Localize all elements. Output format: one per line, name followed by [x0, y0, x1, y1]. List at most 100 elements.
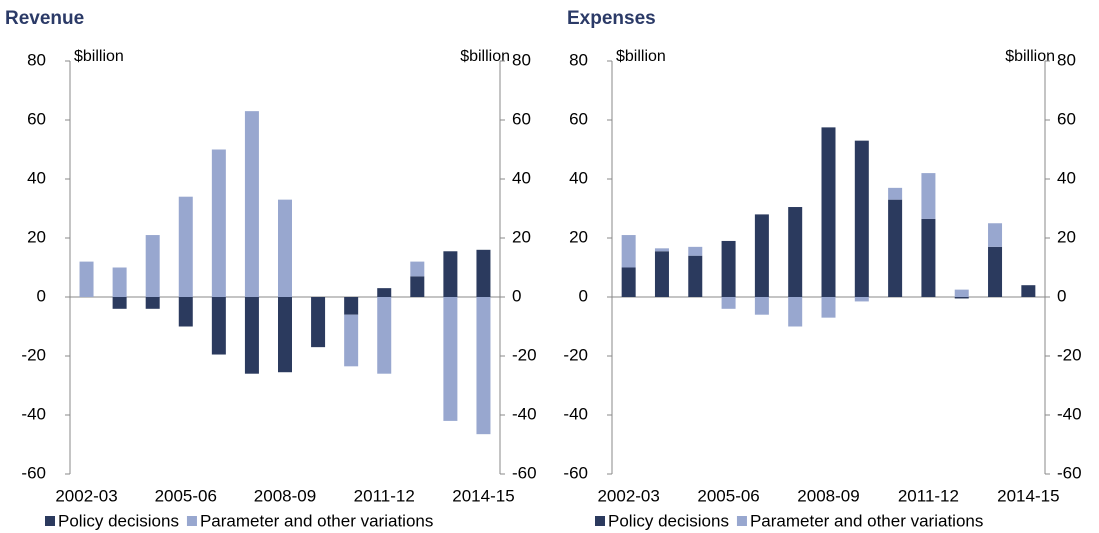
x-tick-label: 2008-09 — [797, 486, 859, 505]
y-tick-label: -60 — [563, 463, 588, 482]
bar — [888, 187, 903, 200]
y2-tick-label: 40 — [512, 168, 531, 187]
bar — [278, 199, 292, 297]
bar — [178, 196, 193, 297]
bar — [721, 240, 736, 297]
legend-label: Parameter and other variations — [750, 511, 983, 530]
bar — [244, 297, 259, 374]
bar — [311, 297, 326, 348]
y-tick-label: 20 — [27, 227, 46, 246]
bar — [954, 297, 969, 299]
bar — [621, 267, 636, 297]
bar — [443, 251, 458, 297]
y2-axis-label: $billion — [1005, 48, 1055, 65]
y2-tick-label: 40 — [1057, 168, 1076, 187]
legend-label: Policy decisions — [608, 511, 729, 530]
y-tick-label: 60 — [569, 109, 588, 128]
bar — [821, 297, 836, 318]
bar — [410, 276, 425, 297]
y-tick-label: 0 — [37, 286, 46, 305]
bar — [854, 140, 869, 297]
legend-label: Policy decisions — [58, 511, 179, 530]
bar — [988, 246, 1003, 297]
bar — [344, 297, 359, 315]
y-axis-label: $billion — [616, 48, 666, 65]
legend-swatch — [45, 516, 55, 526]
y2-tick-label: 0 — [1057, 286, 1066, 305]
bar — [788, 297, 803, 327]
bar — [954, 289, 969, 297]
y-tick-label: -40 — [21, 404, 46, 423]
y-tick-label: 0 — [579, 286, 588, 305]
x-tick-label: 2005-06 — [155, 486, 217, 505]
bar — [278, 297, 292, 373]
bar — [854, 297, 869, 302]
bar — [443, 297, 458, 421]
bar — [344, 314, 359, 367]
bar — [145, 297, 160, 309]
y2-tick-label: 60 — [512, 109, 531, 128]
bar — [921, 218, 936, 297]
y-tick-label: 60 — [27, 109, 46, 128]
y2-tick-label: 80 — [512, 50, 531, 69]
y-tick-label: 40 — [569, 168, 588, 187]
y2-axis-label: $billion — [460, 48, 510, 65]
y2-tick-label: 60 — [1057, 109, 1076, 128]
bar — [79, 261, 94, 297]
bar — [721, 297, 736, 309]
chart-title: Expenses — [567, 8, 656, 29]
x-tick-label: 2002-03 — [55, 486, 117, 505]
bar — [476, 249, 491, 297]
y2-tick-label: -60 — [512, 463, 537, 482]
y-tick-label: 80 — [27, 50, 46, 69]
legend-swatch — [186, 516, 197, 526]
y-tick-label: -40 — [563, 404, 588, 423]
y2-tick-label: 20 — [1057, 227, 1076, 246]
bar — [112, 297, 127, 309]
legend-swatch — [736, 516, 747, 526]
y-tick-label: -60 — [21, 463, 46, 482]
y-tick-label: -20 — [21, 345, 46, 364]
bar — [377, 297, 392, 374]
x-tick-label: 2014-15 — [997, 486, 1059, 505]
bar — [688, 246, 703, 256]
y-tick-label: -20 — [563, 345, 588, 364]
bar — [988, 223, 1003, 247]
y2-tick-label: -20 — [512, 345, 537, 364]
bar — [821, 127, 836, 297]
bar — [112, 267, 127, 297]
legend-swatch — [595, 516, 605, 526]
y2-tick-label: -40 — [1057, 404, 1082, 423]
x-tick-label: 2011-12 — [898, 486, 959, 505]
chart-title: Revenue — [5, 8, 84, 29]
bar — [621, 235, 636, 268]
bar — [654, 248, 669, 252]
bar — [688, 255, 703, 297]
y-tick-label: 80 — [569, 50, 588, 69]
bar — [410, 261, 425, 277]
y-tick-label: 40 — [27, 168, 46, 187]
x-tick-label: 2014-15 — [452, 486, 514, 505]
y2-tick-label: 0 — [512, 286, 521, 305]
bar — [1021, 285, 1036, 297]
y2-tick-label: -20 — [1057, 345, 1082, 364]
y2-tick-label: -40 — [512, 404, 537, 423]
y2-tick-label: 20 — [512, 227, 531, 246]
x-tick-label: 2011-12 — [354, 486, 415, 505]
bar — [888, 199, 903, 297]
y2-tick-label: -60 — [1057, 463, 1082, 482]
bar — [654, 251, 669, 297]
bar — [211, 297, 226, 355]
bar — [377, 288, 392, 297]
bar — [476, 297, 491, 435]
x-tick-label: 2002-03 — [597, 486, 659, 505]
bar — [788, 207, 803, 297]
y2-tick-label: 80 — [1057, 50, 1076, 69]
y-axis-label: $billion — [74, 48, 124, 65]
bar — [921, 173, 936, 219]
bar — [211, 149, 226, 297]
x-tick-label: 2005-06 — [697, 486, 759, 505]
legend-label: Parameter and other variations — [200, 511, 433, 530]
bar — [754, 297, 769, 315]
y-tick-label: 20 — [569, 227, 588, 246]
